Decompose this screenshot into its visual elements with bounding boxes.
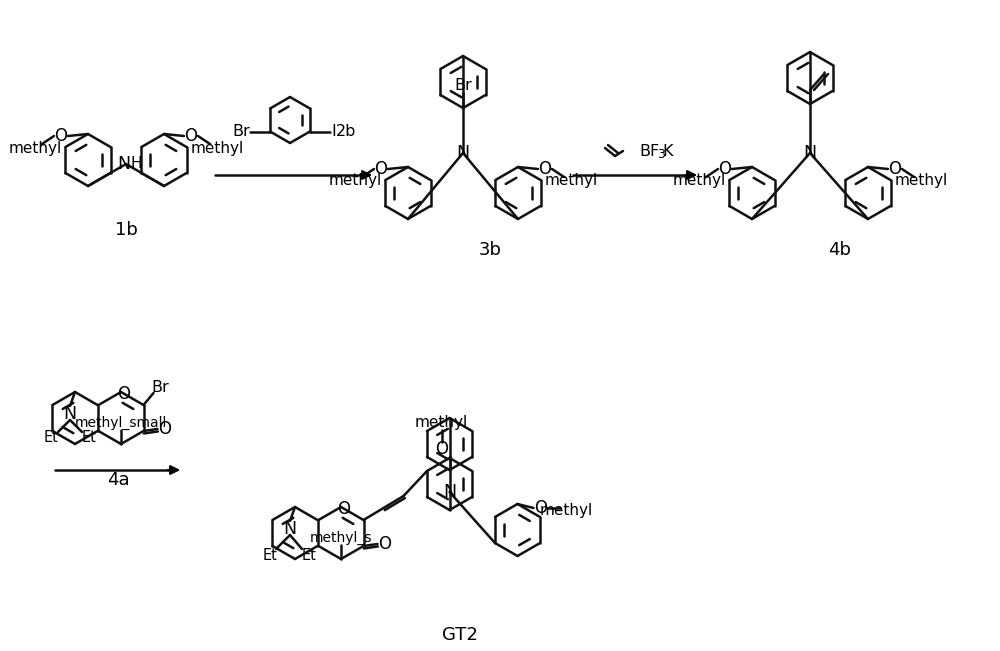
- Text: Br: Br: [152, 380, 169, 395]
- Text: O: O: [378, 535, 391, 553]
- Text: H: H: [130, 156, 142, 171]
- Text: methyl: methyl: [415, 415, 468, 430]
- Text: Et: Et: [263, 549, 277, 564]
- Text: O: O: [889, 160, 902, 178]
- Text: 4a: 4a: [107, 471, 129, 489]
- Text: O: O: [718, 160, 732, 178]
- Text: 3b: 3b: [479, 241, 502, 259]
- Text: Et: Et: [82, 430, 96, 445]
- Text: methyl: methyl: [8, 141, 62, 156]
- Text: 2b: 2b: [336, 124, 356, 139]
- Text: K: K: [662, 143, 672, 158]
- Text: N: N: [456, 144, 470, 162]
- Text: O: O: [534, 499, 547, 517]
- Text: methyl_s: methyl_s: [310, 531, 372, 545]
- Text: O: O: [435, 440, 448, 458]
- Text: Br: Br: [454, 77, 472, 92]
- Text: Et: Et: [302, 549, 316, 564]
- Text: O: O: [158, 420, 171, 438]
- Text: N: N: [63, 405, 77, 423]
- Text: I: I: [332, 124, 336, 139]
- Text: N: N: [803, 144, 817, 162]
- Text: N: N: [117, 155, 131, 173]
- Text: O: O: [338, 500, 351, 518]
- Text: methyl: methyl: [672, 174, 726, 189]
- Text: methyl: methyl: [540, 503, 593, 518]
- Text: methyl: methyl: [190, 141, 244, 156]
- Text: 4b: 4b: [828, 241, 852, 259]
- Text: GT2: GT2: [442, 626, 478, 644]
- Text: N: N: [443, 483, 456, 501]
- Text: N: N: [283, 520, 297, 538]
- Text: O: O: [118, 385, 130, 403]
- Text: methyl: methyl: [894, 174, 948, 189]
- Text: 1b: 1b: [115, 221, 137, 239]
- Text: methyl: methyl: [328, 174, 382, 189]
- Text: Br: Br: [232, 124, 250, 139]
- Text: Et: Et: [44, 430, 58, 445]
- Text: O: O: [54, 127, 68, 145]
- Text: BF: BF: [639, 143, 659, 158]
- Text: 3: 3: [657, 148, 665, 161]
- Text: O: O: [374, 160, 388, 178]
- Text: methyl: methyl: [544, 174, 598, 189]
- Text: methyl_small: methyl_small: [75, 416, 167, 430]
- Text: O: O: [538, 160, 552, 178]
- Text: O: O: [184, 127, 198, 145]
